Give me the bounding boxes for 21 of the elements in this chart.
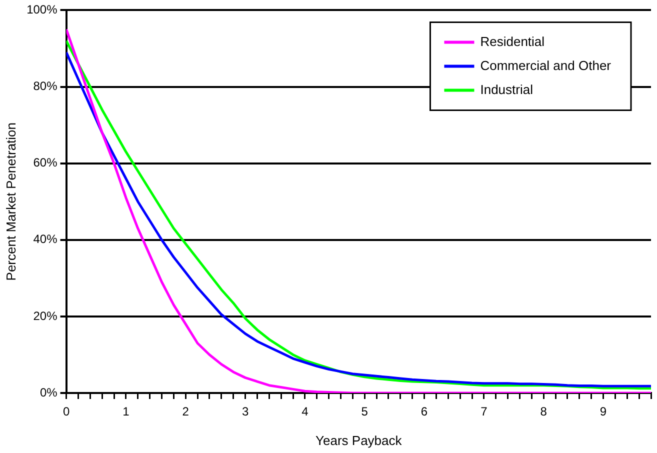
x-tick-label: 6 xyxy=(420,404,428,419)
legend-label: Industrial xyxy=(480,82,534,97)
x-tick-label: 3 xyxy=(242,404,249,419)
x-tick-label: 0 xyxy=(62,404,70,419)
y-axis-title: Percent Market Penetration xyxy=(3,122,18,281)
y-tick-label: 80% xyxy=(33,79,58,94)
x-tick-label: 2 xyxy=(182,404,190,419)
y-tick-label: 60% xyxy=(33,156,58,170)
x-tick-label: 8 xyxy=(540,404,548,419)
x-tick-label: 1 xyxy=(122,404,130,419)
x-tick-label: 5 xyxy=(361,404,368,419)
y-tick-label: 0% xyxy=(40,385,58,400)
x-axis-title: Years Payback xyxy=(316,432,402,448)
legend-label: Commercial and Other xyxy=(480,58,612,73)
x-tick-label: 4 xyxy=(302,404,309,419)
x-tick-label: 7 xyxy=(480,404,488,419)
y-tick-label: 100% xyxy=(26,2,58,17)
y-tick-label: 40% xyxy=(33,232,58,246)
x-tick-label: 9 xyxy=(600,404,607,419)
legend-label: Residential xyxy=(480,34,545,49)
y-tick-label: 20% xyxy=(33,308,58,323)
